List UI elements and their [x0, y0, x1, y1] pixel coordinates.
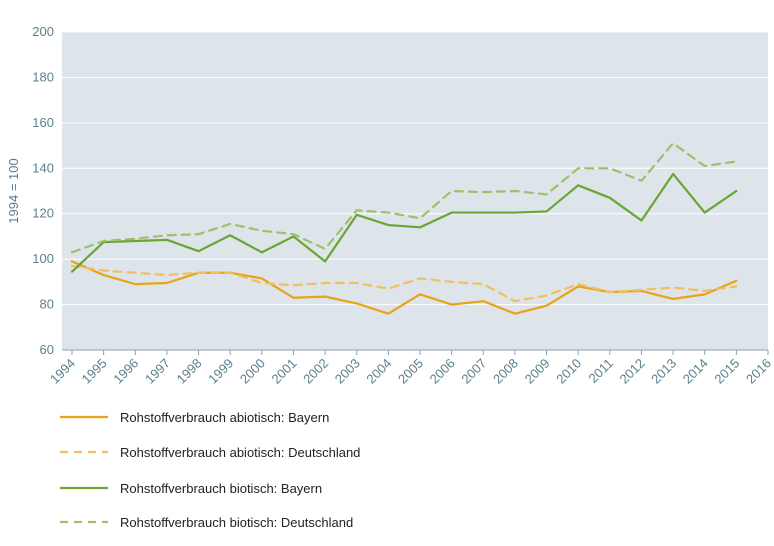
x-tick-label: 2010: [553, 356, 584, 387]
y-tick-label: 60: [40, 342, 54, 357]
x-tick-label: 2004: [363, 356, 394, 387]
x-tick-label: 1995: [79, 356, 110, 387]
x-tick-label: 2008: [490, 356, 521, 387]
x-tick-label: 1996: [110, 356, 141, 387]
y-axis-label: 1994 = 100: [6, 158, 21, 223]
x-tick-label: 2016: [743, 356, 774, 387]
x-tick-label: 2005: [395, 356, 426, 387]
x-tick-label: 2007: [458, 356, 489, 387]
legend: Rohstoffverbrauch abiotisch: Bayern Rohst…: [60, 410, 360, 530]
y-tick-label: 140: [32, 160, 54, 175]
series-line: [70, 264, 738, 303]
x-tick-label: 2002: [300, 356, 331, 387]
x-tick-label: 1997: [142, 356, 173, 387]
gridlines: [62, 31, 768, 351]
x-tick-label: 2015: [711, 356, 742, 387]
x-tick-label: 2014: [680, 356, 711, 387]
x-axis-ticks: 1994 1995 1996 1997 1998 1999 2000 2001 2002 2003…: [47, 350, 774, 387]
y-tick-label: 120: [32, 206, 54, 221]
x-tick-label: 2011: [586, 356, 616, 386]
legend-label: Rohstoffverbrauch biotisch: Deutschland: [120, 515, 353, 530]
x-tick-label: 2013: [648, 356, 679, 387]
y-tick-label: 200: [32, 24, 54, 39]
series-line: [70, 142, 738, 254]
legend-label: Rohstoffverbrauch abiotisch: Bayern: [120, 410, 329, 425]
x-tick-label: 1999: [205, 356, 236, 387]
x-tick-label: 2001: [269, 356, 300, 387]
y-tick-label: 180: [32, 69, 54, 84]
x-tick-label: 2003: [332, 356, 363, 387]
y-tick-label: 160: [32, 115, 54, 130]
series-line: [70, 172, 738, 273]
x-tick-label: 2009: [522, 356, 553, 387]
series-lines: [70, 142, 738, 315]
x-tick-label: 2012: [617, 356, 648, 387]
x-tick-label: 2000: [237, 356, 268, 387]
y-tick-label: 100: [32, 251, 54, 266]
x-tick-label: 2006: [427, 356, 458, 387]
legend-label: Rohstoffverbrauch biotisch: Bayern: [120, 481, 322, 496]
y-axis-ticks: 60 80 100 120 140 160 180 200: [32, 24, 54, 357]
legend-label: Rohstoffverbrauch abiotisch: Deutschland: [120, 445, 360, 460]
y-tick-label: 80: [40, 297, 54, 312]
x-tick-label: 1998: [174, 356, 205, 387]
x-tick-label: 1994: [47, 356, 78, 387]
